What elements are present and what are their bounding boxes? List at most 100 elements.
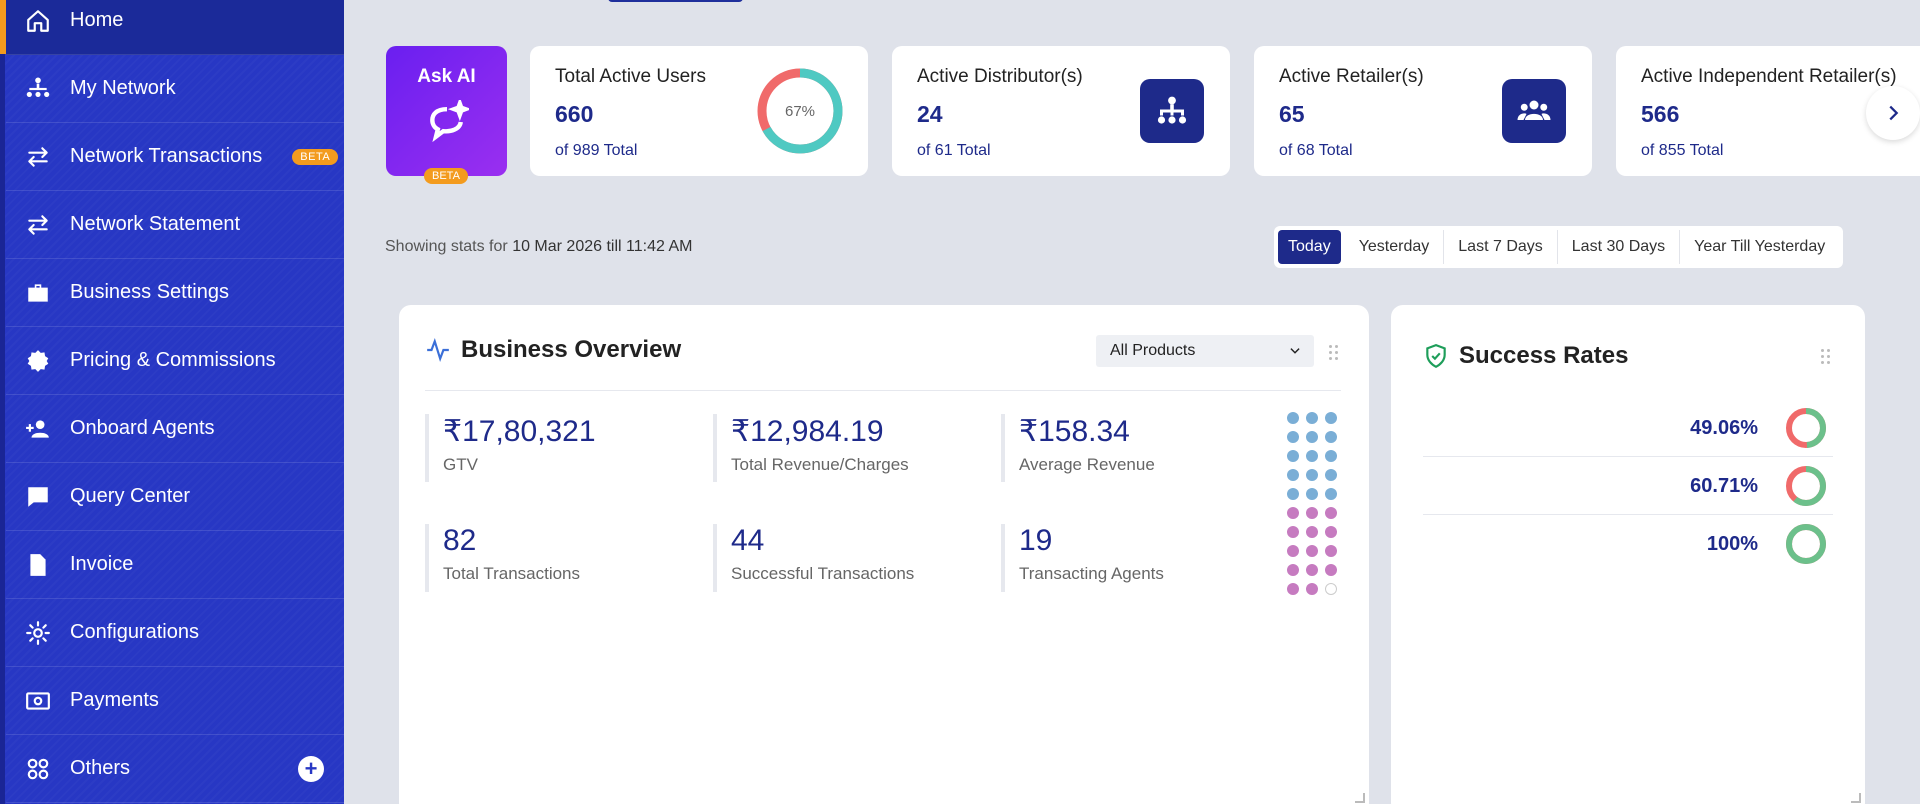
resize-handle[interactable] xyxy=(1355,793,1365,803)
chart-dot xyxy=(1306,412,1318,424)
beta-badge: BETA xyxy=(292,148,339,165)
chevron-down-icon xyxy=(1290,348,1300,354)
chart-dot xyxy=(1325,545,1337,557)
active-indicator xyxy=(0,0,6,54)
stat-total: of 989 Total xyxy=(555,142,638,159)
stat-value: 566 xyxy=(1641,101,1680,127)
product-filter-value: All Products xyxy=(1110,342,1196,359)
drag-handle[interactable] xyxy=(1821,349,1831,365)
sidebar-item-network-statement[interactable]: Network Statement xyxy=(6,191,344,259)
stat-value: 24 xyxy=(917,101,943,127)
chart-dot xyxy=(1287,488,1299,500)
ask-ai-button[interactable]: Ask AI BETA xyxy=(386,46,507,184)
success-rate-donut xyxy=(1786,524,1826,564)
sidebar-item-onboard-agents[interactable]: Onboard Agents xyxy=(6,395,344,463)
sidebar-item-configurations[interactable]: Configurations xyxy=(6,599,344,667)
sidebar-item-my-network[interactable]: My Network xyxy=(6,55,344,123)
metric-successful-transactions: 44 Successful Transactions xyxy=(713,524,914,592)
discount-icon xyxy=(22,345,54,377)
shield-check-icon xyxy=(1426,344,1446,369)
money-icon xyxy=(22,685,54,717)
sidebar-item-home[interactable]: Home xyxy=(6,0,344,55)
gear-icon xyxy=(22,617,54,649)
metric-gtv: ₹17,80,321 GTV xyxy=(425,414,596,482)
chart-dot xyxy=(1287,412,1299,424)
range-option-last-7-days[interactable]: Last 7 Days xyxy=(1444,230,1558,264)
chart-dot xyxy=(1287,545,1299,557)
home-icon xyxy=(22,5,54,37)
stat-label: Active Independent Retailer(s) xyxy=(1641,66,1897,87)
stats-period-text: Showing stats for 10 Mar 2026 till 11:42… xyxy=(385,238,692,256)
sidebar-item-label: My Network xyxy=(70,77,176,99)
stats-period-date: 10 Mar 2026 till 11:42 AM xyxy=(512,238,693,255)
metric-value: 82 xyxy=(443,524,477,557)
sidebar-item-label: Network Statement xyxy=(70,213,241,235)
panel-title: Business Overview xyxy=(425,336,681,364)
sidebar-item-others[interactable]: Others + xyxy=(6,735,344,803)
donut-success-arc xyxy=(1786,524,1826,564)
users-group-icon xyxy=(1502,79,1566,143)
sidebar-item-label: Home xyxy=(70,9,124,31)
chart-dot xyxy=(1325,488,1337,500)
sidebar-item-pricing-commissions[interactable]: Pricing & Commissions xyxy=(6,327,344,395)
donut-percent: 67% xyxy=(784,102,816,120)
sidebar-item-network-transactions[interactable]: Network Transactions BETA xyxy=(6,123,344,191)
metric-label: Transacting Agents xyxy=(1019,564,1164,583)
sidebar-item-invoice[interactable]: Invoice xyxy=(6,531,344,599)
metric-total-transactions: 82 Total Transactions xyxy=(425,524,580,592)
stat-card-distributors[interactable]: Active Distributor(s) 24 of 61 Total xyxy=(892,46,1230,176)
stat-value: 65 xyxy=(1279,101,1305,127)
chart-dot xyxy=(1287,526,1299,538)
ai-chat-icon xyxy=(429,97,472,143)
stat-card-active-users[interactable]: Total Active Users 660 of 989 Total 67% xyxy=(530,46,868,176)
stat-total: of 61 Total xyxy=(917,142,991,159)
metric-value: ₹12,984.19 xyxy=(731,415,884,448)
metric-value: ₹158.34 xyxy=(1019,415,1130,448)
range-option-today[interactable]: Today xyxy=(1278,230,1341,264)
sidebar-item-business-settings[interactable]: Business Settings xyxy=(6,259,344,327)
chart-dot xyxy=(1325,450,1337,462)
stat-total: of 68 Total xyxy=(1279,142,1353,159)
sidebar-item-payments[interactable]: Payments xyxy=(6,667,344,735)
success-rate-row: 60.71% xyxy=(1423,457,1833,515)
sidebar-item-label: Onboard Agents xyxy=(70,417,215,439)
top-tab-indicator xyxy=(608,0,743,2)
users-donut-chart: 67% xyxy=(756,67,844,155)
chart-dot xyxy=(1306,469,1318,481)
panel-title: Success Rates xyxy=(1423,342,1628,370)
success-rates-title: Success Rates xyxy=(1459,342,1629,369)
donut-success-arc xyxy=(1786,408,1826,448)
sidebar: Home My Network Network Transactions BET… xyxy=(0,0,344,804)
ask-ai-label: Ask AI xyxy=(417,66,476,87)
beta-badge: BETA xyxy=(424,168,468,184)
metric-label: GTV xyxy=(443,455,478,474)
stat-card-retailers[interactable]: Active Retailer(s) 65 of 68 Total xyxy=(1254,46,1592,176)
question-icon xyxy=(22,481,54,513)
stat-label: Total Active Users xyxy=(555,66,706,87)
chart-dot xyxy=(1325,583,1337,595)
resize-handle[interactable] xyxy=(1851,793,1861,803)
chart-dot xyxy=(1325,526,1337,538)
chevron-right-icon xyxy=(1889,105,1899,121)
expand-others-button[interactable]: + xyxy=(298,756,324,782)
sidebar-item-query-center[interactable]: Query Center xyxy=(6,463,344,531)
drag-handle[interactable] xyxy=(1329,345,1339,361)
chart-dot xyxy=(1325,412,1337,424)
range-option-last-30-days[interactable]: Last 30 Days xyxy=(1558,230,1681,264)
stat-value: 660 xyxy=(555,101,594,127)
transfer-icon xyxy=(22,141,54,173)
range-option-yesterday[interactable]: Yesterday xyxy=(1345,230,1445,264)
chart-dot xyxy=(1325,469,1337,481)
range-option-year-till-yesterday[interactable]: Year Till Yesterday xyxy=(1694,238,1826,255)
success-rate-row: 49.06% xyxy=(1423,399,1833,457)
transfer-icon xyxy=(22,209,54,241)
product-filter-dropdown[interactable]: All Products xyxy=(1096,335,1314,367)
business-overview-panel: Business Overview All Products ₹17,80,32… xyxy=(399,305,1369,804)
carousel-next-button[interactable] xyxy=(1866,86,1920,140)
chart-dot xyxy=(1306,488,1318,500)
chart-dot xyxy=(1306,450,1318,462)
metric-transacting-agents: 19 Transacting Agents xyxy=(1001,524,1164,592)
metric-value: ₹17,80,321 xyxy=(443,415,596,448)
chart-dot xyxy=(1306,526,1318,538)
metric-value: 44 xyxy=(731,524,765,557)
